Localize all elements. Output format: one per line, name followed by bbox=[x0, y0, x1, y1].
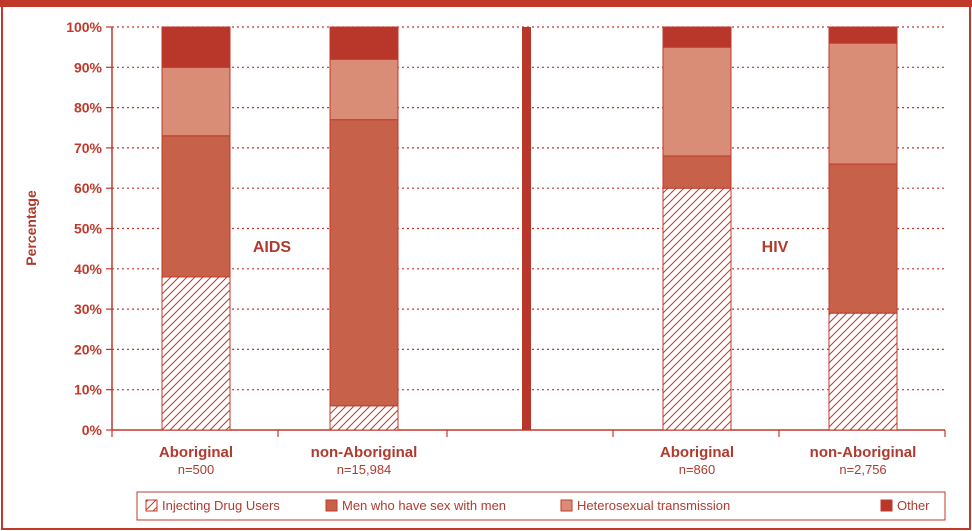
bar-segment bbox=[828, 42, 898, 165]
y-tick-label: 70% bbox=[74, 140, 103, 156]
x-axis-labels: Aboriginaln=500non-Aboriginaln=15,984Abo… bbox=[159, 444, 916, 477]
y-axis-title: Percentage bbox=[23, 190, 39, 266]
bars bbox=[161, 26, 898, 431]
annotation-label: HIV bbox=[762, 239, 789, 256]
y-tick-label: 50% bbox=[74, 221, 103, 237]
bar-segment bbox=[828, 163, 898, 314]
y-tick-label: 30% bbox=[74, 301, 103, 317]
x-category-label: Aboriginal bbox=[660, 444, 734, 461]
annotation-label: AIDS bbox=[253, 239, 292, 256]
x-category-sublabel: n=860 bbox=[679, 462, 716, 477]
legend-swatch bbox=[560, 499, 573, 512]
y-tick-label: 60% bbox=[74, 180, 103, 196]
legend: Injecting Drug Users Men who have sex wit… bbox=[136, 491, 946, 521]
legend-swatch bbox=[325, 499, 338, 512]
x-category-label: non-Aboriginal bbox=[810, 444, 917, 461]
legend-label: Heterosexual transmission bbox=[577, 498, 730, 513]
bar-segment bbox=[662, 155, 732, 189]
legend-label: Other bbox=[897, 498, 930, 513]
y-axis: 0% 10% 20% 30% 40% 50% 60% 70% 80% 90% 100% bbox=[66, 19, 946, 438]
y-tick-label: 10% bbox=[74, 382, 103, 398]
x-category-label: non-Aboriginal bbox=[311, 444, 418, 461]
bar-segment bbox=[662, 46, 732, 157]
bar-segment bbox=[161, 276, 231, 431]
bar-segment bbox=[828, 312, 898, 431]
legend-swatch bbox=[880, 499, 893, 512]
x-category-sublabel: n=500 bbox=[178, 462, 215, 477]
y-tick-label: 20% bbox=[74, 341, 103, 357]
bar-segment bbox=[161, 66, 231, 137]
bar-segment bbox=[662, 187, 732, 431]
bar-segment bbox=[329, 119, 399, 407]
legend-box bbox=[136, 491, 946, 521]
y-tick-label: 100% bbox=[66, 19, 102, 35]
bar-segment bbox=[161, 26, 231, 68]
annotations: AIDS HIV bbox=[253, 239, 789, 256]
bar-segment bbox=[329, 26, 399, 60]
y-tick-label: 40% bbox=[74, 261, 103, 277]
chart-top-bar bbox=[0, 0, 972, 7]
y-tick-label: 80% bbox=[74, 100, 103, 116]
bar-segment bbox=[662, 26, 732, 48]
legend-swatch bbox=[145, 499, 158, 512]
bar-segment bbox=[329, 405, 399, 431]
x-category-sublabel: n=2,756 bbox=[839, 462, 886, 477]
x-category-sublabel: n=15,984 bbox=[337, 462, 392, 477]
y-tick-label: 0% bbox=[82, 422, 103, 438]
legend-label: Men who have sex with men bbox=[342, 498, 506, 513]
bar-segment bbox=[828, 26, 898, 44]
bar-segment bbox=[161, 135, 231, 278]
x-category-label: Aboriginal bbox=[159, 444, 233, 461]
y-tick-label: 90% bbox=[74, 59, 103, 75]
bar-segment bbox=[329, 58, 399, 121]
divider-bar bbox=[522, 27, 531, 430]
legend-label: Injecting Drug Users bbox=[162, 498, 280, 513]
